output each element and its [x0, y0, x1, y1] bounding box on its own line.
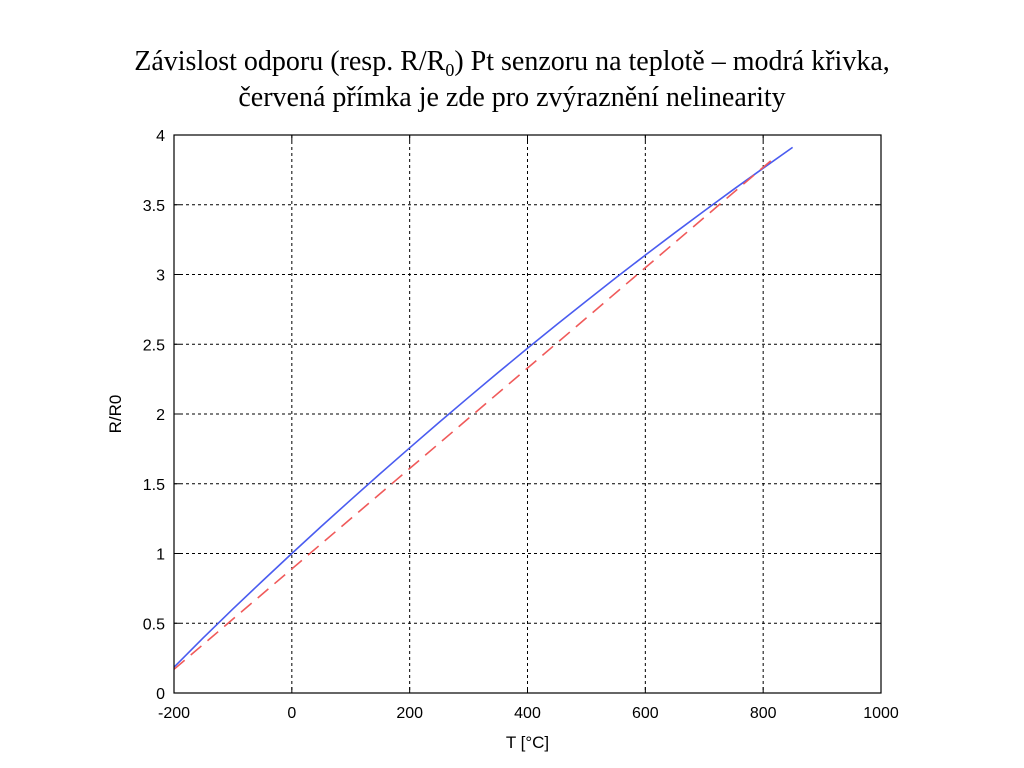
y-tick-label: 0.5 — [143, 616, 165, 633]
series-layer — [173, 146, 794, 670]
x-tick-label: 0 — [287, 705, 296, 722]
y-tick-label: 3 — [156, 268, 165, 285]
chart-title: Závislost odporu (resp. R/R0) Pt senzoru… — [0, 44, 1024, 116]
y-tick-label: 1 — [156, 547, 165, 564]
x-tick-label: 200 — [396, 705, 423, 722]
x-tick-label: 400 — [514, 705, 541, 722]
y-tick-label: 2 — [156, 407, 165, 424]
x-axis-label: T [°C] — [506, 733, 549, 752]
y-axis-label: R/R0 — [106, 395, 125, 434]
linear-reference-line — [173, 156, 776, 670]
y-tick-label: 0 — [156, 686, 165, 703]
grid — [174, 135, 881, 693]
y-tick-label: 2.5 — [143, 337, 165, 354]
ticks — [173, 134, 882, 694]
y-tick-label: 1.5 — [143, 477, 165, 494]
chart-title-line-1: Závislost odporu (resp. R/R0) Pt senzoru… — [134, 46, 890, 80]
x-tick-label: 800 — [750, 705, 777, 722]
resistance-curve — [173, 146, 794, 668]
x-tick-label: 1000 — [863, 705, 899, 722]
y-tick-label: 3.5 — [143, 198, 165, 215]
x-tick-label: -200 — [158, 705, 190, 722]
y-tick-label: 4 — [156, 128, 165, 145]
chart-title-line-2: červená přímka je zde pro zvýraznění nel… — [238, 82, 786, 113]
x-tick-label: 600 — [632, 705, 659, 722]
tick-labels: -200 0 200 400 600 800 1000 0 0.5 1 1.5 2 2.5 3 3.5 4 — [143, 128, 899, 722]
